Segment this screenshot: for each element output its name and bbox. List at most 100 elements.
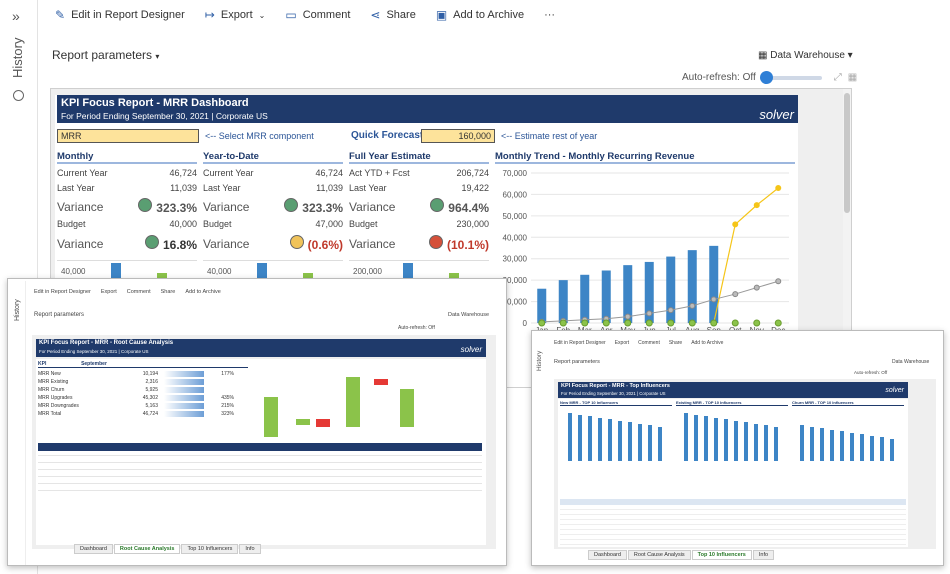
- last-year-point: [559, 319, 567, 327]
- history-label[interactable]: History: [10, 37, 25, 78]
- data-warehouse-dropdown[interactable]: Data Warehouse: [448, 312, 490, 318]
- report-scrollbar[interactable]: [843, 89, 851, 387]
- status-indicator-icon: [428, 235, 443, 249]
- sheet-tab[interactable]: Info: [239, 544, 261, 554]
- grid-icon[interactable]: ▦: [847, 72, 858, 83]
- sheet-tab[interactable]: Dashboard: [588, 550, 627, 560]
- influencer-bar: [618, 420, 622, 461]
- mrr-component-select[interactable]: MRR: [57, 129, 199, 143]
- comment-button[interactable]: ▭ Comment: [285, 8, 351, 22]
- table-header: KPI September: [38, 361, 248, 368]
- auto-refresh-toggle[interactable]: [759, 70, 822, 84]
- kpi-ytd: Year-to-Date Current Year 46,724 Last Yea…: [203, 151, 343, 289]
- comment-button[interactable]: Comment: [126, 289, 151, 295]
- influencer-bar: [628, 422, 632, 461]
- data-bar: [164, 411, 204, 417]
- table-row: [560, 534, 906, 535]
- expand-icon[interactable]: ⤢: [833, 72, 842, 83]
- add-to-archive-button[interactable]: ▣ Add to Archive: [435, 8, 525, 22]
- table-row: [38, 483, 482, 484]
- chevron-down-icon: ▾: [155, 52, 160, 61]
- quick-forecast-input[interactable]: 160,000: [421, 129, 495, 143]
- sheet-tab[interactable]: Info: [752, 550, 775, 560]
- bar: [580, 274, 590, 323]
- export-button[interactable]: ↦ Export ⌄: [204, 8, 266, 22]
- edit-report-button[interactable]: Edit in Report Designer: [34, 289, 91, 295]
- toolbar: ✎ Edit in Report Designer ↦ Export ⌄ ▭ Comme…: [55, 5, 555, 25]
- bar: [537, 288, 547, 323]
- table-row: [38, 469, 482, 470]
- export-button[interactable]: Export: [100, 289, 117, 295]
- kpi-row-value: 11,039: [316, 183, 343, 193]
- budget-point: [753, 284, 760, 291]
- clock-icon[interactable]: [13, 90, 24, 101]
- influencer-bar: [764, 425, 768, 461]
- kpi-row-label: Last Year: [349, 183, 387, 193]
- kpi-row-label: Budget: [349, 219, 378, 229]
- data-warehouse-dropdown[interactable]: Data Warehouse: [892, 359, 930, 365]
- archive-icon: ▣: [435, 8, 448, 22]
- more-button[interactable]: ···: [544, 9, 556, 21]
- influencer-bar: [800, 425, 804, 461]
- sheet-tab[interactable]: Root Cause Analysis: [113, 544, 181, 554]
- data-bar: [164, 395, 204, 401]
- forecast-hint: <-- Estimate rest of year: [501, 131, 598, 141]
- auto-refresh: Auto-refresh: Off ⤢ ▦: [682, 70, 858, 84]
- table-row: [560, 539, 906, 540]
- y-tick-label: 70,000: [503, 169, 528, 178]
- bar: [558, 280, 568, 323]
- bar: [403, 263, 413, 289]
- expand-icon[interactable]: »: [12, 8, 20, 24]
- kpi-monthly: Monthly Current Year 46,724 Last Year 11,0…: [57, 151, 197, 289]
- data-bar: [164, 371, 204, 377]
- forecast-point: [775, 185, 782, 191]
- axis-label: 40,000: [61, 267, 86, 276]
- kpi-row-value: 46,724: [315, 168, 343, 178]
- share-button[interactable]: Share: [668, 340, 683, 346]
- variance-value: 323.3%: [156, 201, 197, 215]
- root-cause-window: History Edit in Report Designer Export C…: [7, 278, 507, 566]
- report-parameters-dropdown[interactable]: Report parameters: [34, 312, 85, 318]
- influencer-bar: [578, 414, 582, 461]
- section-title: New MRR - TOP 10 Influencers: [560, 400, 672, 406]
- kpi-row-value: 11,039: [170, 183, 197, 193]
- report-banner: KPI Focus Report - MRR Dashboard For Per…: [57, 95, 798, 123]
- report-parameters-dropdown[interactable]: Report parameters: [554, 359, 600, 365]
- axis-label: 40,000: [207, 267, 232, 276]
- last-year-point: [602, 319, 610, 327]
- axis-label: 200,000: [353, 267, 382, 276]
- last-year-point: [538, 319, 546, 327]
- share-button[interactable]: Share: [160, 289, 176, 295]
- data-warehouse-dropdown[interactable]: ▦ Data Warehouse ▾: [758, 50, 853, 61]
- sheet-tab[interactable]: Dashboard: [74, 544, 113, 554]
- edit-report-button[interactable]: Edit in Report Designer: [554, 340, 606, 346]
- influencer-bar: [568, 413, 572, 461]
- influencer-bar: [850, 432, 854, 461]
- mini-report: KPI Focus Report - MRR - Top Influencers…: [554, 379, 936, 549]
- comment-button[interactable]: Comment: [638, 340, 660, 346]
- sheet-tab[interactable]: Top 10 Influencers: [691, 550, 752, 560]
- quick-forecast-label: Quick Forecast:: [351, 130, 427, 141]
- mini-banner: KPI Focus Report - MRR - Root Cause Anal…: [36, 339, 486, 357]
- mini-sheet: KPI September MRR New 10,194 177% MRR Ex…: [36, 359, 486, 545]
- sheet-tabs: Dashboard Root Cause Analysis Top 10 Influ…: [588, 550, 775, 560]
- share-button[interactable]: ⋖ Share: [370, 8, 416, 22]
- variance-label: Variance: [203, 236, 250, 251]
- comment-icon: ▭: [285, 8, 297, 22]
- waterfall-bar: [374, 379, 388, 385]
- table-row: [560, 509, 906, 510]
- influencer-bar: [810, 426, 814, 461]
- report-title: KPI Focus Report - MRR Dashboard: [61, 97, 249, 109]
- mini-toolbar: Edit in Report Designer Export Comment S…: [34, 289, 221, 295]
- report-parameters-dropdown[interactable]: Report parameters ▾: [52, 48, 160, 62]
- sheet-tab[interactable]: Top 10 Influencers: [181, 544, 239, 554]
- add-to-archive-button[interactable]: Add to Archive: [185, 289, 221, 295]
- kpi-full-year: Full Year Estimate Act YTD + Fcst 206,724…: [349, 151, 489, 289]
- kpi-row-value: 47,000: [315, 219, 343, 229]
- sheet-tab[interactable]: Root Cause Analysis: [627, 550, 691, 560]
- edit-report-button[interactable]: ✎ Edit in Report Designer: [55, 8, 185, 22]
- table-row: [560, 514, 906, 515]
- influencer-bar: [694, 414, 698, 461]
- add-to-archive-button[interactable]: Add to Archive: [691, 340, 724, 346]
- export-button[interactable]: Export: [614, 340, 630, 346]
